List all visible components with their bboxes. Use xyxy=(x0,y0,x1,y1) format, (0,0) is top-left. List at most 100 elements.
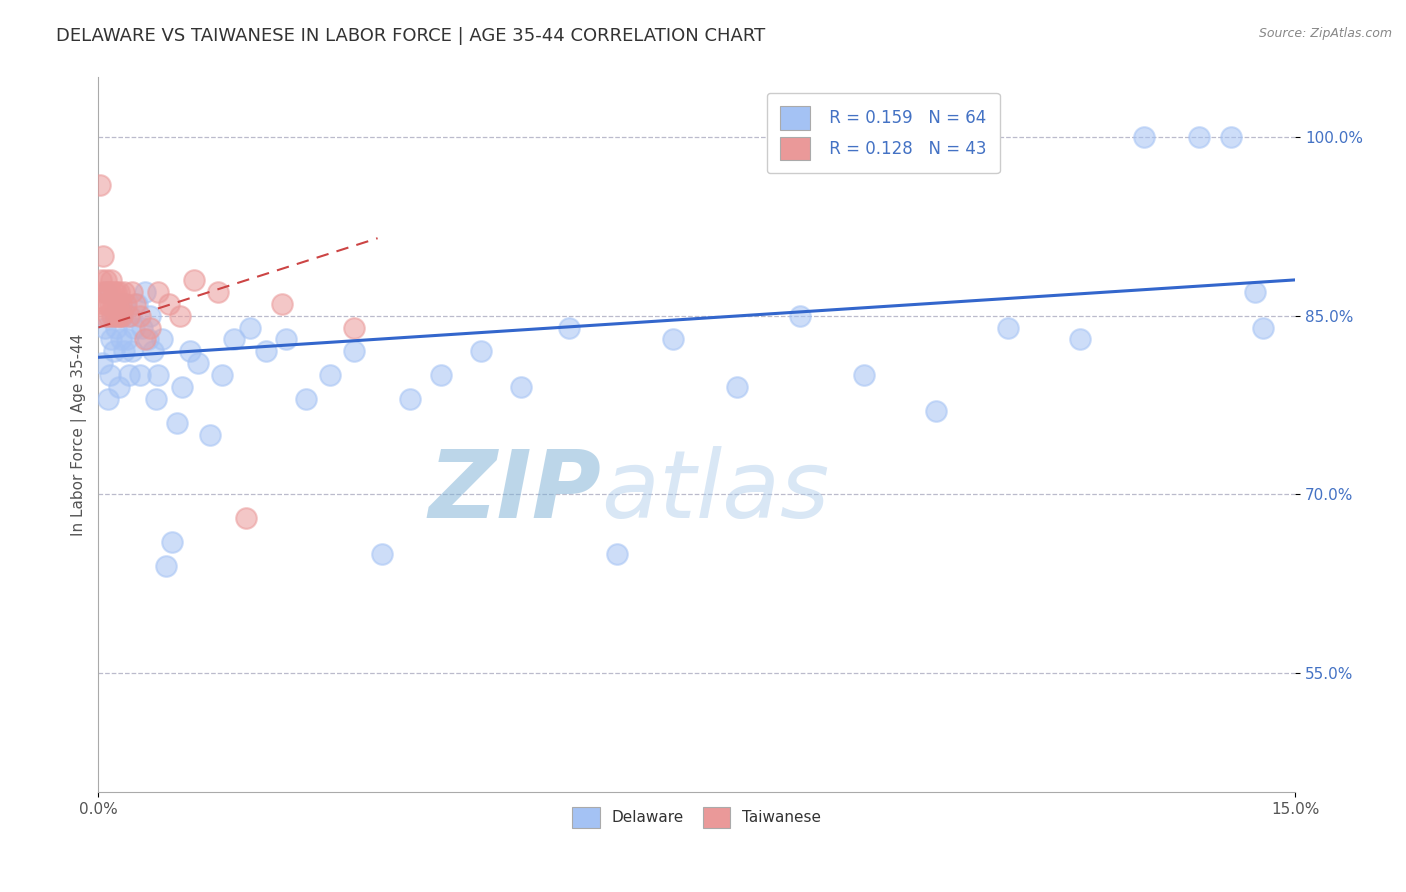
Point xyxy=(725,380,748,394)
Point xyxy=(101,309,124,323)
Point xyxy=(155,558,177,573)
Point xyxy=(114,296,136,310)
Point xyxy=(343,320,366,334)
Point xyxy=(93,309,115,323)
Point xyxy=(1069,333,1091,347)
Point xyxy=(183,273,205,287)
Point xyxy=(104,320,127,334)
Point xyxy=(294,392,316,406)
Point xyxy=(470,344,492,359)
Point xyxy=(105,296,128,310)
Point xyxy=(89,178,111,192)
Point xyxy=(179,344,201,359)
Point xyxy=(925,404,948,418)
Point xyxy=(100,273,122,287)
Point xyxy=(145,392,167,406)
Point xyxy=(150,333,173,347)
Point xyxy=(115,333,138,347)
Point xyxy=(510,380,533,394)
Point xyxy=(111,309,134,323)
Point xyxy=(254,344,277,359)
Point xyxy=(96,285,118,299)
Point xyxy=(107,309,129,323)
Point xyxy=(134,285,156,299)
Point xyxy=(148,285,170,299)
Point xyxy=(91,285,114,299)
Point xyxy=(107,296,129,310)
Point xyxy=(430,368,453,383)
Point xyxy=(108,380,131,394)
Point xyxy=(111,309,134,323)
Point xyxy=(97,392,120,406)
Point xyxy=(91,249,114,263)
Point xyxy=(239,320,262,334)
Point xyxy=(100,333,122,347)
Point xyxy=(198,427,221,442)
Point xyxy=(112,285,135,299)
Point xyxy=(90,273,112,287)
Point xyxy=(98,285,121,299)
Point xyxy=(120,309,142,323)
Point xyxy=(118,368,141,383)
Point xyxy=(128,309,150,323)
Point xyxy=(136,333,159,347)
Text: Source: ZipAtlas.com: Source: ZipAtlas.com xyxy=(1258,27,1392,40)
Point xyxy=(131,320,153,334)
Point xyxy=(187,356,209,370)
Point xyxy=(207,285,229,299)
Point xyxy=(110,296,132,310)
Point xyxy=(1251,320,1274,334)
Y-axis label: In Labor Force | Age 35-44: In Labor Force | Age 35-44 xyxy=(72,334,87,536)
Point xyxy=(101,296,124,310)
Point xyxy=(96,296,118,310)
Point xyxy=(103,285,125,299)
Point xyxy=(148,368,170,383)
Point xyxy=(139,320,162,334)
Text: ZIP: ZIP xyxy=(429,446,600,538)
Point xyxy=(118,309,141,323)
Point xyxy=(110,333,132,347)
Point xyxy=(121,344,143,359)
Point xyxy=(606,547,628,561)
Point xyxy=(558,320,581,334)
Text: DELAWARE VS TAIWANESE IN LABOR FORCE | AGE 35-44 CORRELATION CHART: DELAWARE VS TAIWANESE IN LABOR FORCE | A… xyxy=(56,27,765,45)
Text: atlas: atlas xyxy=(600,446,830,537)
Point xyxy=(169,309,191,323)
Point xyxy=(142,344,165,359)
Point xyxy=(103,344,125,359)
Point xyxy=(101,309,124,323)
Point xyxy=(166,416,188,430)
Point xyxy=(108,285,131,299)
Point xyxy=(1188,130,1211,145)
Point xyxy=(94,273,117,287)
Point xyxy=(122,320,145,334)
Point xyxy=(108,309,131,323)
Point xyxy=(789,309,811,323)
Point xyxy=(124,296,146,310)
Point xyxy=(662,333,685,347)
Point xyxy=(211,368,233,383)
Point xyxy=(398,392,420,406)
Point xyxy=(134,333,156,347)
Point xyxy=(139,309,162,323)
Point xyxy=(172,380,194,394)
Point xyxy=(103,296,125,310)
Point xyxy=(157,296,180,310)
Point xyxy=(997,320,1019,334)
Point xyxy=(319,368,342,383)
Point xyxy=(96,285,118,299)
Point xyxy=(93,320,115,334)
Point xyxy=(235,511,257,525)
Point xyxy=(112,344,135,359)
Point xyxy=(93,296,115,310)
Point xyxy=(853,368,876,383)
Point xyxy=(115,296,138,310)
Point xyxy=(270,296,292,310)
Point xyxy=(98,296,121,310)
Point xyxy=(370,547,392,561)
Point xyxy=(1132,130,1154,145)
Point xyxy=(125,296,148,310)
Point xyxy=(98,368,121,383)
Point xyxy=(274,333,297,347)
Point xyxy=(97,309,120,323)
